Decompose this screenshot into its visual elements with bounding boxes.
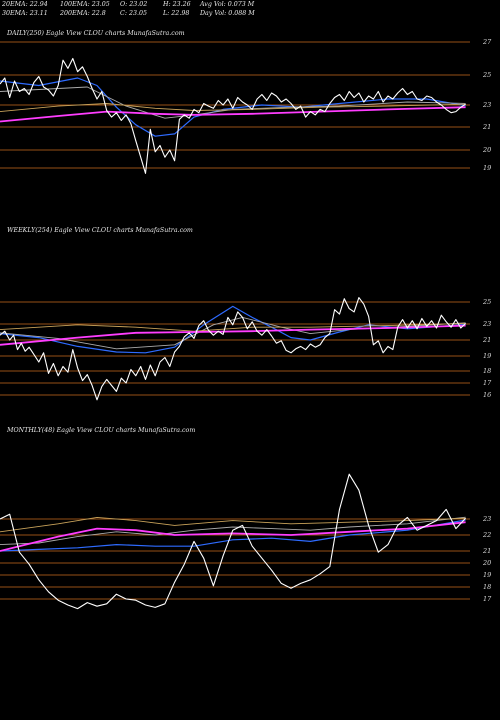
y-tick-label: 19 — [483, 164, 491, 172]
y-tick-label: 25 — [482, 71, 491, 79]
y-tick-label: 19 — [483, 571, 491, 579]
header-20ema: 20EMA: 22.94 — [2, 1, 48, 8]
chart-title: DAILY(250) Eagle View CLOU charts Munafa… — [6, 30, 185, 37]
y-tick-label: 23 — [482, 101, 491, 109]
y-tick-label: 21 — [482, 547, 491, 555]
y-tick-label: 18 — [483, 583, 491, 591]
y-tick-label: 20 — [482, 146, 491, 154]
series-line-ema200 — [0, 324, 466, 346]
header-open: O: 23.02 — [120, 1, 148, 8]
y-tick-label: 27 — [482, 38, 492, 46]
y-tick-label: 17 — [483, 595, 492, 603]
series-line-price — [0, 473, 467, 610]
chart-panel-2: WEEKLY(254) Eagle View CLOU charts Munaf… — [0, 227, 492, 401]
y-tick-label: 20 — [482, 559, 491, 567]
series-line-price — [0, 57, 466, 174]
y-tick-label: 17 — [483, 379, 492, 387]
header-30ema: 30EMA: 23.11 — [2, 10, 48, 17]
header-low: L: 22.98 — [163, 10, 190, 17]
header-high: H: 23.26 — [163, 1, 191, 8]
chart-panel-1: DAILY(250) Eagle View CLOU charts Munafa… — [0, 30, 492, 174]
series-line-ema200 — [0, 521, 466, 552]
y-tick-label: 25 — [482, 298, 491, 306]
header-avg-vol: Avg Vol: 0.073 M — [200, 1, 255, 8]
series-line-ema100 — [0, 322, 466, 332]
series-line-ema20 — [0, 305, 466, 354]
series-line-price — [0, 297, 466, 401]
y-tick-label: 23 — [482, 320, 491, 328]
y-tick-label: 16 — [483, 391, 491, 399]
chart-title: WEEKLY(254) Eagle View CLOU charts Munaf… — [7, 227, 193, 234]
series-line-ema30 — [0, 516, 466, 546]
y-tick-label: 23 — [482, 515, 491, 523]
chart-title: MONTHLY(48) Eagle View CLOU charts Munaf… — [6, 427, 195, 434]
y-tick-label: 21 — [482, 123, 491, 131]
y-tick-label: 18 — [483, 367, 491, 375]
series-line-ema200 — [0, 106, 466, 123]
header-day-vol: Day Vol: 0.088 M — [200, 10, 255, 17]
series-line-ema100 — [0, 516, 466, 533]
header-200ema: 200EMA: 22.8 — [60, 10, 106, 17]
header-close: C: 23.05 — [120, 10, 147, 17]
y-tick-label: 21 — [482, 336, 491, 344]
chart-panel-3: MONTHLY(48) Eagle View CLOU charts Munaf… — [0, 427, 492, 610]
header-100ema: 100EMA: 23.05 — [60, 1, 110, 8]
y-tick-label: 19 — [483, 352, 491, 360]
series-line-ema20 — [0, 519, 466, 552]
y-tick-label: 22 — [482, 531, 491, 539]
